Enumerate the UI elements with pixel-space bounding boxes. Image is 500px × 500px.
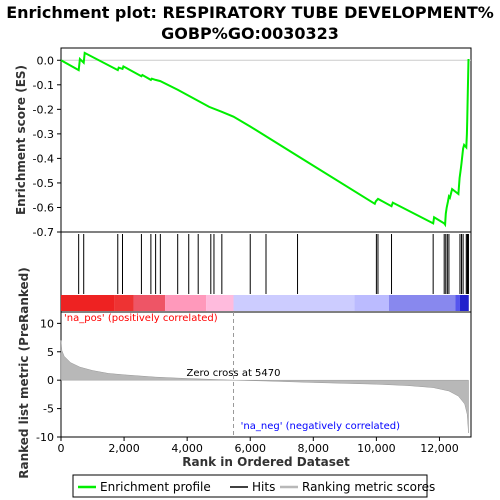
x-axis-label: Rank in Ordered Dataset (182, 455, 350, 469)
x-tick-label: 10,000 (357, 442, 396, 455)
legend-hits-label: Hits (252, 480, 275, 494)
heat-bar-segment (455, 295, 460, 311)
x-tick-label: 6,000 (234, 442, 266, 455)
positive-correlation-label: 'na_pos' (positively correlated) (64, 313, 218, 324)
es-y-tick-label: -0.5 (33, 177, 54, 190)
chart-title-line1: Enrichment plot: RESPIRATORY TUBE DEVELO… (6, 3, 494, 22)
legend-enrichment-profile-label: Enrichment profile (100, 480, 211, 494)
x-tick-label: 8,000 (298, 442, 330, 455)
metric-y-axis-label: Ranked list metric (PreRanked) (17, 267, 31, 479)
legend: Enrichment profile Hits Ranking metric s… (72, 474, 435, 498)
metric-y-tick-label: 5 (47, 346, 54, 359)
hit-lines (78, 234, 469, 294)
heat-bar-segment (114, 295, 134, 311)
ranking-heat-bar (61, 295, 469, 311)
heat-bar-segment (233, 295, 355, 311)
es-y-tick-label: 0.0 (37, 54, 55, 67)
metric-y-tick-label: -10 (36, 431, 54, 444)
x-ticks: 0 2,000 4,000 6,000 8,000 10,000 12,000 (58, 437, 459, 455)
es-y-tick-label: -0.6 (33, 201, 54, 214)
es-panel-frame (60, 47, 472, 233)
heat-bar-segment (389, 295, 456, 311)
x-tick-label: 4,000 (171, 442, 203, 455)
ranking-metric-area (60, 340, 469, 434)
metric-y-tick-label: -5 (43, 403, 54, 416)
zero-cross-label: Zero cross at 5470 (187, 368, 281, 379)
heat-bar-segment (165, 295, 207, 311)
x-tick-label: 0 (58, 442, 65, 455)
es-y-tick-label: -0.3 (33, 128, 54, 141)
heat-bar-segment (354, 295, 389, 311)
heat-bar-segment (61, 295, 115, 311)
heat-bar-segment (206, 295, 234, 311)
es-y-tick-label: -0.4 (33, 152, 54, 165)
x-tick-label: 2,000 (108, 442, 140, 455)
es-y-tick-label: -0.1 (33, 79, 54, 92)
x-tick-label: 12,000 (420, 442, 459, 455)
legend-box (72, 474, 428, 498)
heat-bar-segment (133, 295, 166, 311)
es-y-tick-label: -0.2 (33, 103, 54, 116)
metric-y-tick-label: 10 (40, 317, 54, 330)
es-y-tick-label: -0.7 (33, 226, 54, 239)
hits-panel (60, 231, 472, 313)
enrichment-profile-line (60, 51, 470, 228)
metric-y-ticks: 10 5 0 -5 -10 (36, 317, 61, 444)
legend-ranking-metric-label: Ranking metric scores (302, 480, 435, 494)
heat-bar-segment (459, 295, 469, 311)
metric-panel: Zero cross at 5470 'na_pos' (positively … (17, 267, 472, 479)
es-panel: 0.0 -0.1 -0.2 -0.3 -0.4 -0.5 -0.6 -0.7 Enrichme… (14, 47, 472, 239)
chart-title-line2: GOBP%GO:0030323 (161, 24, 339, 43)
metric-panel-frame (60, 311, 472, 438)
es-y-ticks: 0.0 -0.1 -0.2 -0.3 -0.4 -0.5 -0.6 -0.7 (33, 54, 61, 239)
es-y-axis-label: Enrichment score (ES) (14, 65, 28, 215)
negative-correlation-label: 'na_neg' (negatively correlated) (241, 421, 400, 432)
metric-y-tick-label: 0 (47, 374, 54, 387)
